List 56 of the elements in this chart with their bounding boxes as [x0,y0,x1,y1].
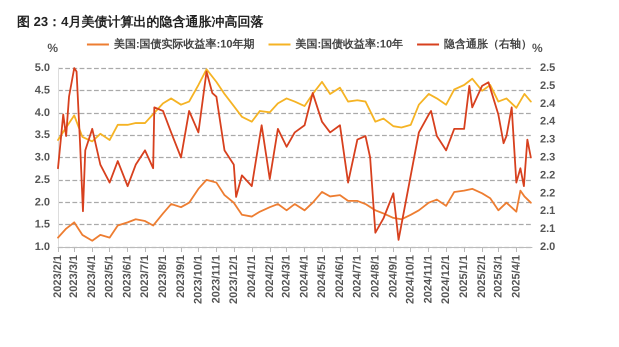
x-tick-label: 2023/4/1 [86,255,98,298]
y2-tick-label: 2.3 [540,134,556,146]
x-tick-label: 2024/11/1 [422,255,435,304]
line-series [57,68,532,142]
x-tick-label: 2024/5/1 [316,255,328,298]
line-series [57,67,532,241]
x-tick-label: 2023/3/1 [68,255,80,298]
y-tick-label: 3.5 [34,129,50,142]
x-tick-label: 2023/5/1 [104,255,116,298]
y-tick-label: 2.5 [34,174,50,186]
y2-tick-label: 2.4 [540,116,556,128]
x-tick-label: 2024/8/1 [369,255,382,298]
y-tick-label: 3.0 [34,152,50,164]
x-tick-label: 2025/4/1 [510,255,522,298]
y2-tick-label: 2.2 [540,187,556,200]
x-tick-label: 2023/2/1 [52,255,64,298]
y2-tick-label: 2.1 [540,223,556,236]
y2-axis-title: % [532,41,543,55]
y-tick-label: 1.5 [34,218,50,231]
y2-tick-label: 2.1 [540,205,556,218]
line-series [57,178,532,242]
y2-tick-label: 2.5 [540,62,556,74]
x-tick-label: 2024/3/1 [280,255,293,298]
legend-label: 隐含通胀（右轴） [444,38,532,50]
legend-label: 美国:国债实际收益率:10年期 [112,38,254,50]
x-tick-label: 2023/10/1 [192,255,204,304]
x-tick-label: 2025/2/1 [476,255,488,298]
y2-tick-label: 2.3 [540,152,556,164]
x-tick-label: 2025/3/1 [492,255,504,298]
x-tick-label: 2023/12/1 [228,255,240,304]
y-tick-label: 4.0 [34,106,50,119]
y-axis-title: % [47,41,58,55]
x-tick-label: 2024/2/1 [264,255,276,298]
x-tick-label: 2024/6/1 [334,255,346,298]
x-tick-label: 2023/8/1 [157,255,170,298]
x-tick-label: 2023/9/1 [174,255,187,298]
x-tick-label: 2024/1/1 [246,255,258,298]
y2-tick-label: 2.0 [540,241,556,253]
y-tick-label: 4.5 [34,84,50,96]
x-tick-label: 2024/10/1 [404,255,417,304]
x-tick-label: 2023/11/1 [210,255,222,304]
x-tick-label: 2023/7/1 [139,255,152,298]
y2-tick-label: 2.4 [540,98,556,110]
y-tick-label: 1.0 [34,241,50,253]
chart-title: 图 23：4月美债计算出的隐含通胀冲高回落 [17,14,264,29]
legend-label: 美国:国债收益率:10年 [294,38,404,50]
y2-tick-label: 2.5 [540,80,556,92]
x-tick-label: 2024/4/1 [298,255,311,298]
x-tick-label: 2023/6/1 [122,255,134,298]
x-tick-label: 2024/7/1 [351,255,364,298]
y2-tick-label: 2.2 [540,169,556,182]
y-tick-label: 2.0 [34,196,50,208]
x-tick-label: 2024/9/1 [387,255,400,298]
x-tick-label: 2025/1/1 [458,255,470,298]
x-tick-label: 2024/12/1 [440,255,452,304]
y-tick-label: 5.0 [34,62,50,74]
